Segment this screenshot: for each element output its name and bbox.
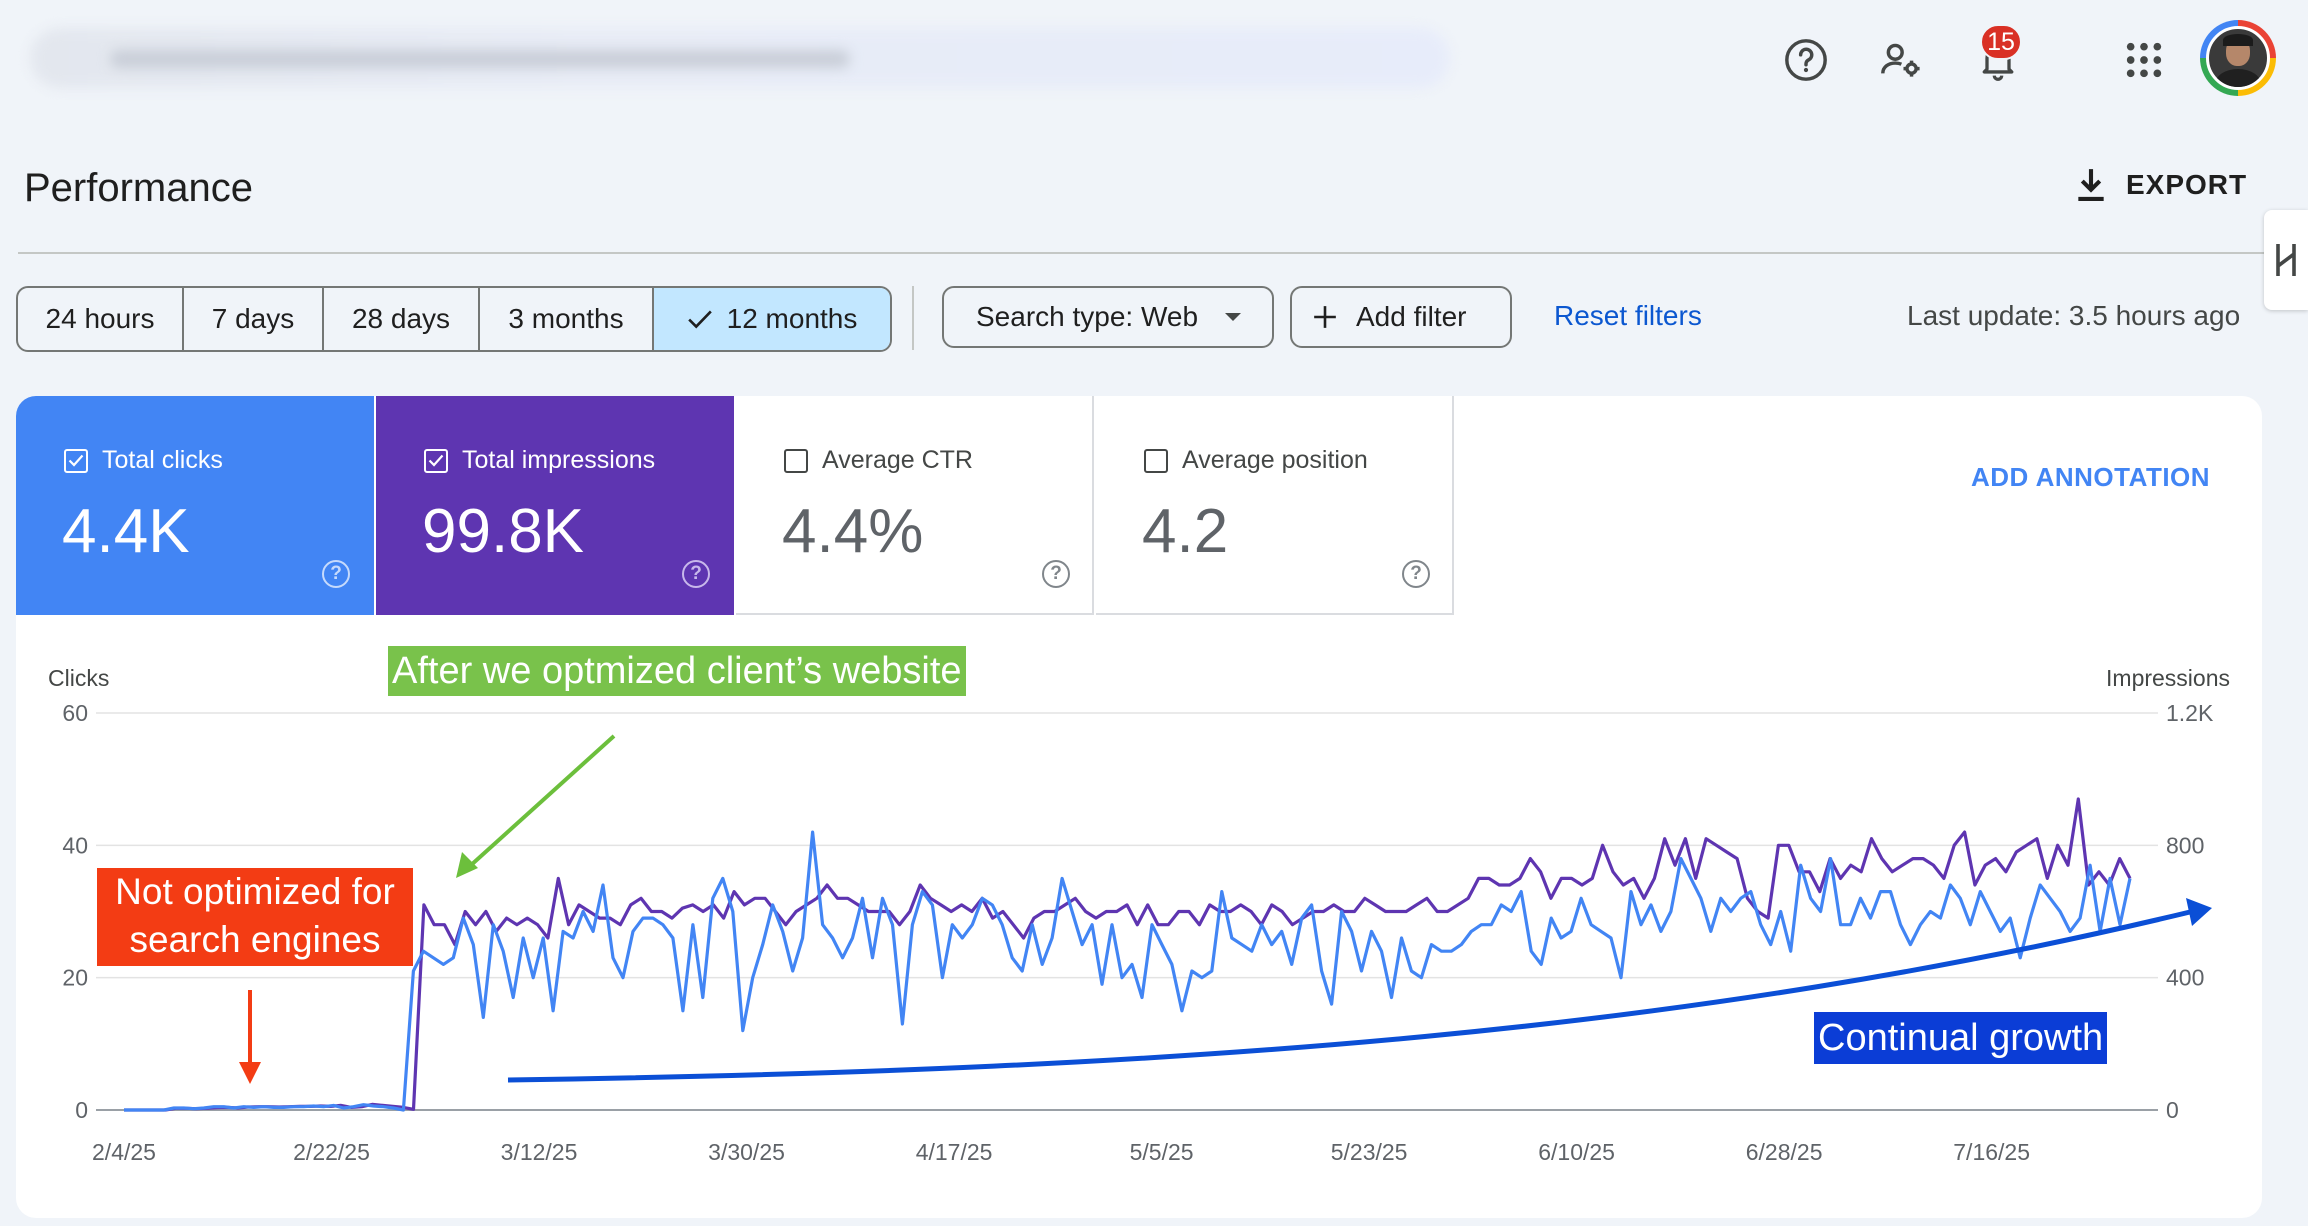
series-line [124, 830, 2132, 1112]
range-7-days[interactable]: 7 days [184, 288, 324, 350]
metric-label: Total impressions [424, 446, 655, 475]
metric-value: 4.2 [1142, 497, 1229, 566]
range-3-months[interactable]: 3 months [480, 288, 654, 350]
annotation-optimized: After we optmized client’s website [388, 646, 966, 696]
arrowhead [2186, 898, 2212, 926]
resize-handle-icon [2276, 244, 2296, 276]
y-left-label: Clicks [48, 665, 109, 691]
account-avatar[interactable] [2200, 20, 2276, 96]
page-title: Performance [24, 166, 253, 210]
x-tick: 5/23/25 [1331, 1139, 1408, 1165]
title-divider [18, 252, 2282, 254]
range-28-days[interactable]: 28 days [324, 288, 480, 350]
performance-card: Total clicks 4.4K ? Total impressions 99… [16, 396, 2262, 1218]
x-tick: 6/10/25 [1538, 1139, 1615, 1165]
help-icon[interactable]: ? [1042, 560, 1070, 588]
manage-users-icon[interactable] [1869, 28, 1933, 92]
download-icon [2078, 169, 2104, 201]
metric-total-impressions[interactable]: Total impressions 99.8K ? [376, 396, 734, 615]
x-tick: 5/5/25 [1130, 1139, 1194, 1165]
y-right-tick: 400 [2166, 965, 2204, 991]
y-right-label: Impressions [2106, 665, 2230, 691]
metric-average-position[interactable]: Average position 4.2 ? [1096, 396, 1454, 615]
metric-value: 4.4K [62, 497, 190, 566]
help-icon[interactable]: ? [1402, 560, 1430, 588]
checkbox-unchecked-icon[interactable] [1144, 448, 1168, 473]
export-label: EXPORT [2126, 169, 2248, 200]
dropdown-arrow-icon [1225, 313, 1242, 321]
checkmark-icon [687, 310, 712, 329]
y-left-tick: 60 [62, 700, 88, 726]
y-left-tick: 20 [62, 965, 88, 991]
arrowhead [456, 852, 478, 878]
filter-divider [912, 286, 914, 350]
blurred-property-name [110, 50, 850, 68]
side-panel-handle[interactable] [2264, 210, 2308, 310]
last-update-text: Last update: 3.5 hours ago [1907, 300, 2241, 331]
y-right-tick: 0 [2166, 1097, 2179, 1123]
annotation-line: Not optimized for [115, 871, 395, 912]
metric-value: 99.8K [422, 497, 585, 566]
arrowhead [239, 1062, 261, 1084]
help-icon[interactable] [1774, 28, 1838, 92]
plus-icon [1314, 306, 1336, 328]
range-12-months[interactable]: 12 months [654, 288, 890, 350]
range-24-hours[interactable]: 24 hours [18, 288, 184, 350]
annotation-arrow-green [468, 734, 616, 868]
add-filter-button[interactable]: Add filter [1290, 286, 1512, 348]
y-right-tick: 1.2K [2166, 700, 2214, 726]
y-right-tick: 800 [2166, 832, 2204, 858]
annotation-line: search engines [129, 919, 381, 960]
y-left-tick: 0 [75, 1097, 88, 1123]
x-tick: 3/30/25 [708, 1139, 785, 1165]
metric-label: Total clicks [64, 446, 223, 475]
x-tick: 2/22/25 [293, 1139, 370, 1165]
x-tick: 4/17/25 [916, 1139, 993, 1165]
help-icon[interactable]: ? [322, 560, 350, 588]
notification-badge: 15 [1980, 24, 2022, 60]
help-icon[interactable]: ? [682, 560, 710, 588]
checkbox-unchecked-icon[interactable] [784, 448, 808, 473]
annotation-not-optimized: Not optimized for search engines [97, 868, 413, 966]
metric-average-ctr[interactable]: Average CTR 4.4% ? [736, 396, 1094, 615]
annotation-growth: Continual growth [1814, 1012, 2108, 1064]
metric-label: Average position [1144, 446, 1368, 475]
growth-curve [507, 909, 2191, 1083]
metric-total-clicks[interactable]: Total clicks 4.4K ? [16, 396, 374, 615]
date-range-selector: 24 hours 7 days 28 days 3 months 12 mont… [16, 286, 892, 352]
y-left-tick: 40 [62, 832, 88, 858]
x-tick: 7/16/25 [1953, 1139, 2030, 1165]
x-tick: 6/28/25 [1746, 1139, 1823, 1165]
x-tick: 3/12/25 [501, 1139, 578, 1165]
reset-filters-link[interactable]: Reset filters [1554, 300, 1702, 331]
checkbox-checked-icon[interactable] [64, 448, 88, 473]
checkbox-checked-icon[interactable] [424, 448, 448, 473]
metric-value: 4.4% [782, 497, 924, 566]
metric-label: Average CTR [784, 446, 973, 475]
export-button[interactable]: EXPORT [2074, 166, 2247, 204]
add-annotation-button[interactable]: ADD ANNOTATION [1971, 462, 2211, 492]
apps-grid-icon[interactable] [2112, 28, 2176, 92]
search-type-dropdown[interactable]: Search type: Web [942, 286, 1274, 348]
x-tick: 2/4/25 [92, 1139, 156, 1165]
